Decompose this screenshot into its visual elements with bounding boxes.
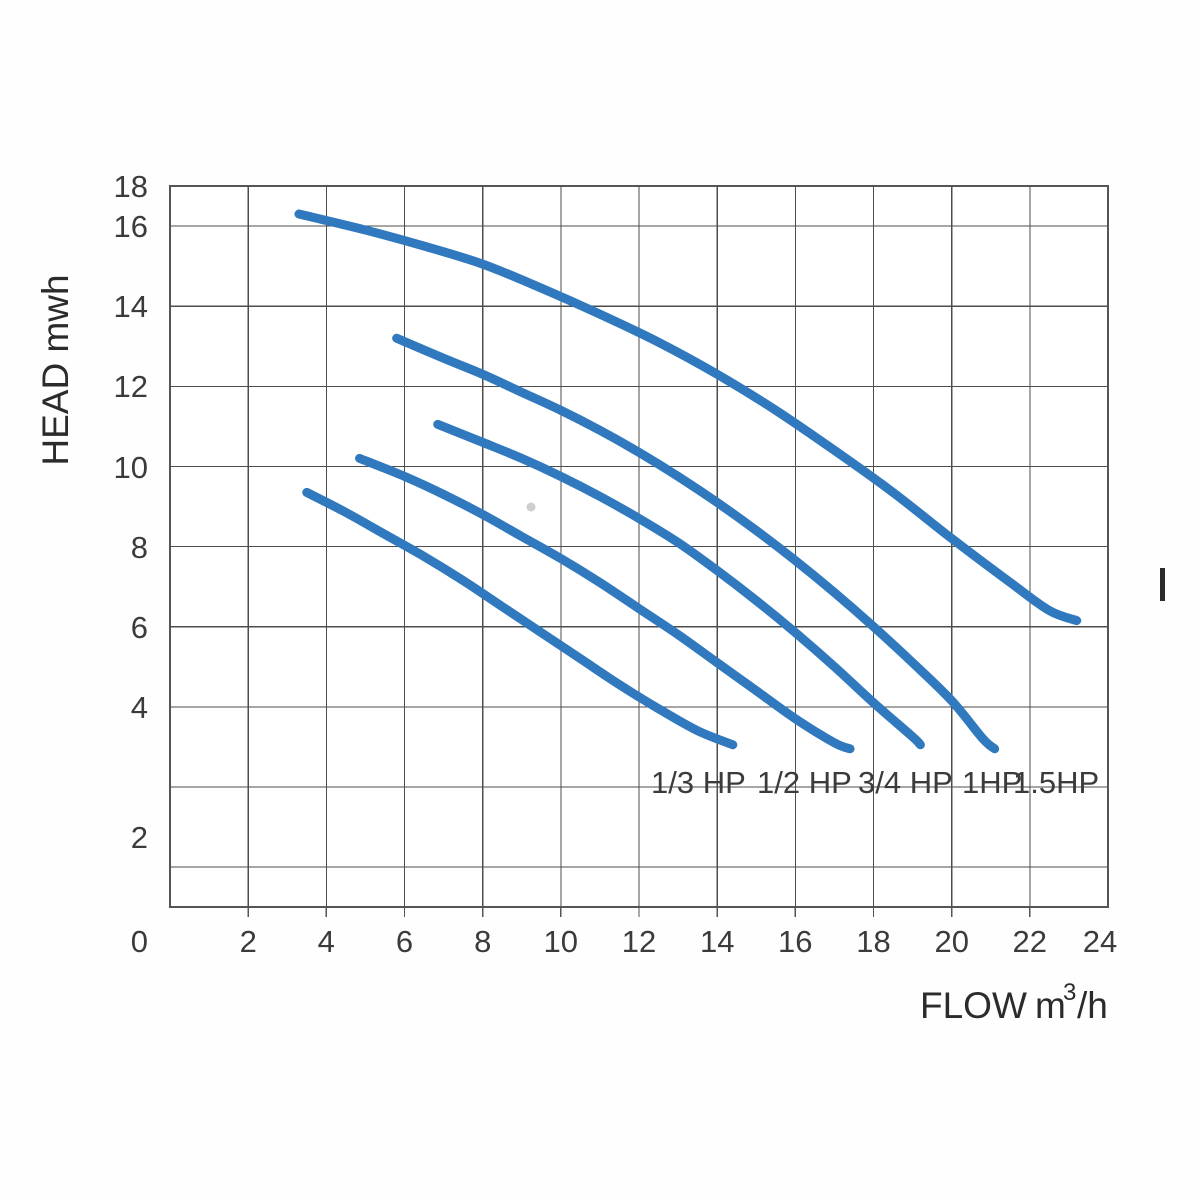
y-axis-title: HEAD mwh bbox=[35, 274, 76, 465]
y-tick-label-10: 10 bbox=[114, 450, 148, 485]
y-tick-label-4: 4 bbox=[131, 690, 148, 725]
y-tick-label-0: 0 bbox=[131, 924, 148, 959]
x-axis-tick-labels: 2 4 6 8 10 12 14 16 18 20 22 24 bbox=[240, 924, 1118, 959]
x-tick-label-18: 18 bbox=[856, 924, 890, 959]
x-axis-title-unit-base: m bbox=[1035, 985, 1066, 1026]
series-label-1-hp: 1HP bbox=[962, 765, 1022, 800]
y-tick-label-18: 18 bbox=[114, 169, 148, 204]
series-labels: 1/3 HP 1/2 HP 3/4 HP 1HP 1.5HP bbox=[651, 765, 1099, 800]
x-tick-label-16: 16 bbox=[778, 924, 812, 959]
x-tick-label-8: 8 bbox=[474, 924, 491, 959]
x-tick-label-20: 20 bbox=[934, 924, 968, 959]
x-tick-label-24: 24 bbox=[1083, 924, 1117, 959]
curve-1-2-hp bbox=[355, 453, 855, 754]
x-tick-label-12: 12 bbox=[622, 924, 656, 959]
y-tick-label-12: 12 bbox=[114, 369, 148, 404]
x-tick-label-14: 14 bbox=[700, 924, 734, 959]
x-tick-label-2: 2 bbox=[240, 924, 257, 959]
x-axis-title-unit-tail: /h bbox=[1077, 985, 1108, 1026]
series-label-1-5-hp: 1.5HP bbox=[1013, 765, 1099, 800]
y-tick-label-6: 6 bbox=[131, 610, 148, 645]
curve-group bbox=[294, 209, 1082, 754]
x-tick-label-6: 6 bbox=[396, 924, 413, 959]
right-edge-mark bbox=[1160, 568, 1165, 601]
y-tick-label-14: 14 bbox=[114, 289, 148, 324]
curve-3-4-hp bbox=[433, 419, 925, 750]
y-tick-label-2: 2 bbox=[131, 820, 148, 855]
x-axis-title-name: FLOW bbox=[920, 985, 1027, 1026]
y-tick-label-16: 16 bbox=[114, 209, 148, 244]
x-tick-label-22: 22 bbox=[1013, 924, 1047, 959]
vertical-gridlines bbox=[247, 186, 1031, 907]
x-tick-label-4: 4 bbox=[318, 924, 335, 959]
curve-1-3-hp bbox=[302, 487, 738, 750]
series-label-3-4-hp: 3/4 HP bbox=[858, 765, 953, 800]
series-label-1-2-hp: 1/2 HP bbox=[757, 765, 852, 800]
y-axis-tick-labels: 18 16 14 12 10 8 6 4 2 0 bbox=[114, 169, 148, 959]
curve-1-hp bbox=[392, 333, 1000, 754]
y-tick-label-8: 8 bbox=[131, 530, 148, 565]
x-axis-ticks bbox=[247, 907, 1031, 917]
curve-1-5-hp bbox=[294, 209, 1082, 626]
x-axis-title-unit-sup: 3 bbox=[1063, 979, 1076, 1006]
x-axis-title: FLOW m 3 /h bbox=[920, 979, 1108, 1026]
stray-dot-marker bbox=[526, 502, 536, 512]
x-tick-label-10: 10 bbox=[544, 924, 578, 959]
series-label-1-3-hp: 1/3 HP bbox=[651, 765, 746, 800]
